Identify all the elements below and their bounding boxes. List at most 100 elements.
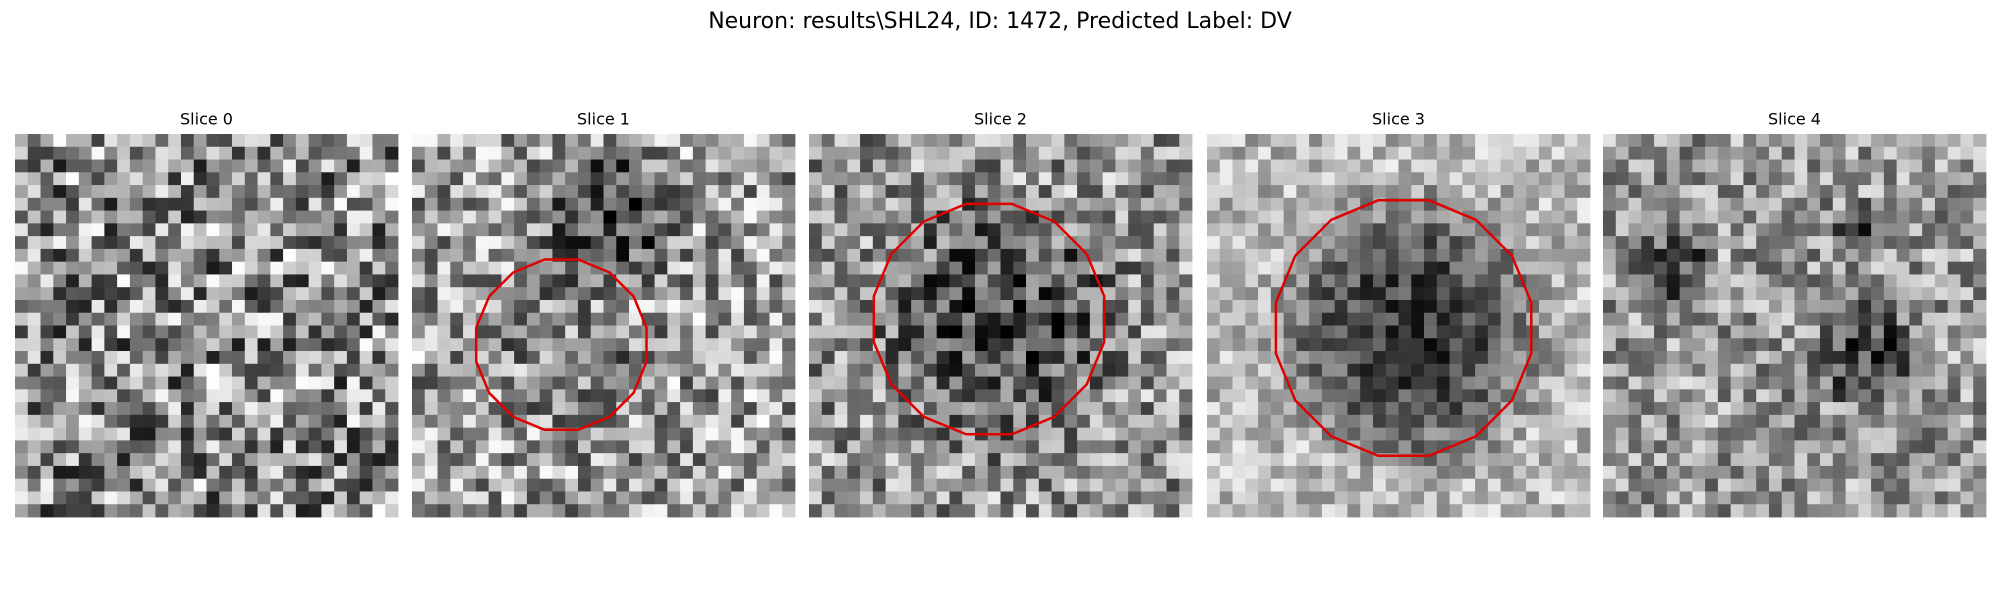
pixel	[667, 478, 681, 492]
pixel	[1679, 338, 1693, 352]
pixel	[91, 389, 105, 403]
pixel	[1436, 427, 1450, 441]
pixel	[834, 453, 848, 467]
pixel	[1372, 248, 1387, 263]
pixel	[782, 236, 796, 250]
pixel	[193, 402, 207, 416]
pixel	[1077, 465, 1091, 480]
pixel	[1768, 414, 1783, 429]
pixel	[1794, 223, 1808, 237]
pixel	[1166, 248, 1180, 263]
pixel	[66, 351, 80, 365]
pixel	[1166, 376, 1180, 390]
pixel	[1038, 223, 1052, 237]
pixel	[1051, 338, 1065, 352]
pixel	[1077, 478, 1091, 492]
pixel	[334, 504, 348, 518]
pixel	[501, 197, 515, 211]
pixel	[1296, 299, 1310, 314]
pixel	[1179, 465, 1193, 480]
pixel	[1756, 491, 1770, 505]
pixel	[1807, 402, 1821, 416]
pixel	[1679, 376, 1693, 390]
pixel	[117, 159, 131, 173]
pixel	[539, 338, 553, 352]
pixel	[168, 414, 182, 429]
pixel	[847, 185, 861, 199]
pixel	[244, 376, 258, 390]
pixel	[1334, 134, 1348, 148]
pixel	[565, 236, 579, 250]
pixel	[654, 287, 668, 301]
pixel	[782, 197, 796, 211]
pixel	[27, 465, 41, 480]
pixel	[283, 287, 297, 301]
pixel	[834, 376, 848, 390]
pixel	[692, 414, 707, 429]
pixel	[718, 440, 732, 454]
slice-image	[15, 134, 399, 518]
pixel	[539, 299, 553, 314]
pixel	[616, 363, 630, 377]
pixel	[680, 261, 694, 275]
pixel	[1551, 325, 1565, 339]
pixel	[1641, 146, 1655, 160]
pixel	[488, 427, 502, 441]
pixel	[1628, 236, 1642, 250]
pixel	[911, 172, 925, 186]
pixel	[1705, 504, 1719, 518]
pixel	[1858, 440, 1872, 454]
pixel	[782, 427, 796, 441]
pixel	[577, 299, 592, 314]
pixel	[1883, 236, 1898, 250]
pixel	[437, 389, 451, 403]
pixel	[295, 465, 310, 480]
pixel	[412, 491, 426, 505]
pixel	[359, 414, 373, 429]
pixel	[1883, 274, 1898, 288]
pixel	[1538, 172, 1553, 186]
pixel	[463, 351, 477, 365]
pixel	[1794, 363, 1808, 377]
pixel	[616, 491, 630, 505]
pixel	[885, 146, 899, 160]
pixel	[1692, 197, 1706, 211]
pixel	[91, 274, 105, 288]
pixel	[308, 261, 322, 275]
pixel	[1013, 389, 1027, 403]
pixel	[1513, 402, 1527, 416]
pixel	[53, 146, 67, 160]
pixel	[603, 465, 617, 480]
pixel	[1487, 325, 1502, 339]
pixel	[1883, 159, 1898, 173]
pixel	[1538, 363, 1553, 377]
pixel	[168, 363, 182, 377]
pixel	[1283, 465, 1297, 480]
pixel	[1756, 299, 1770, 314]
pixel	[769, 351, 783, 365]
pixel	[1781, 478, 1795, 492]
pixel	[142, 351, 156, 365]
pixel	[1232, 134, 1246, 148]
pixel	[117, 504, 131, 518]
pixel	[834, 236, 848, 250]
pixel	[1794, 248, 1808, 263]
pixel	[1883, 427, 1898, 441]
pixel	[667, 159, 681, 173]
pixel	[129, 389, 144, 403]
pixel	[949, 491, 963, 505]
pixel	[962, 453, 976, 467]
pixel	[1768, 402, 1783, 416]
pixel	[1973, 389, 1987, 403]
pixel	[1705, 299, 1719, 314]
pixel	[1140, 261, 1155, 275]
pixel	[1462, 287, 1476, 301]
pixel	[321, 210, 335, 224]
pixel	[1807, 261, 1821, 275]
pixel	[1385, 389, 1399, 403]
pixel	[1385, 287, 1399, 301]
pixel	[936, 261, 950, 275]
pixel	[1026, 351, 1040, 365]
pixel	[1283, 159, 1297, 173]
pixel	[1717, 248, 1732, 263]
